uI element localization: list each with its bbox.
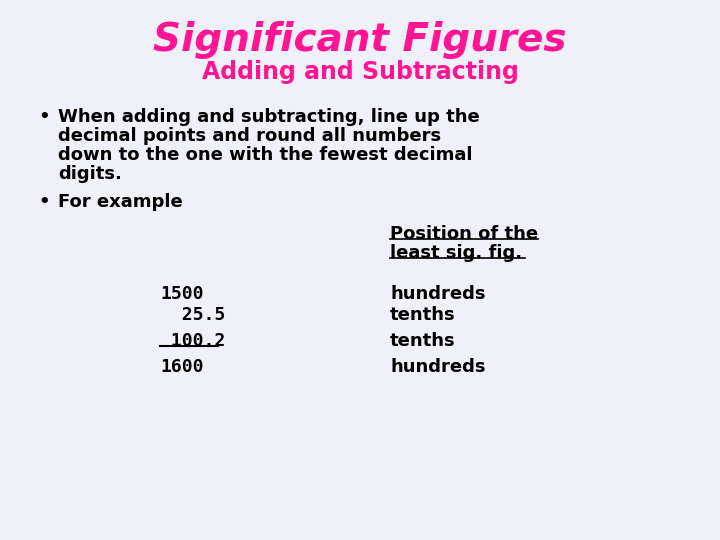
Text: down to the one with the fewest decimal: down to the one with the fewest decimal bbox=[58, 146, 472, 164]
Text: For example: For example bbox=[58, 193, 183, 211]
Text: Position of the: Position of the bbox=[390, 225, 538, 243]
Text: hundreds: hundreds bbox=[390, 358, 485, 376]
Text: least sig. fig.: least sig. fig. bbox=[390, 244, 522, 262]
Text: 1500: 1500 bbox=[160, 285, 204, 303]
Text: 1600: 1600 bbox=[160, 358, 204, 376]
Text: Significant Figures: Significant Figures bbox=[153, 21, 567, 59]
Text: decimal points and round all numbers: decimal points and round all numbers bbox=[58, 127, 441, 145]
Text: hundreds: hundreds bbox=[390, 285, 485, 303]
Text: 25.5: 25.5 bbox=[160, 306, 225, 324]
Text: digits.: digits. bbox=[58, 165, 122, 183]
Text: tenths: tenths bbox=[390, 332, 456, 350]
Text: Adding and Subtracting: Adding and Subtracting bbox=[202, 60, 518, 84]
Text: •: • bbox=[38, 193, 50, 211]
Text: 100.2: 100.2 bbox=[160, 332, 225, 350]
Text: •: • bbox=[38, 108, 50, 126]
Text: tenths: tenths bbox=[390, 306, 456, 324]
Text: When adding and subtracting, line up the: When adding and subtracting, line up the bbox=[58, 108, 480, 126]
